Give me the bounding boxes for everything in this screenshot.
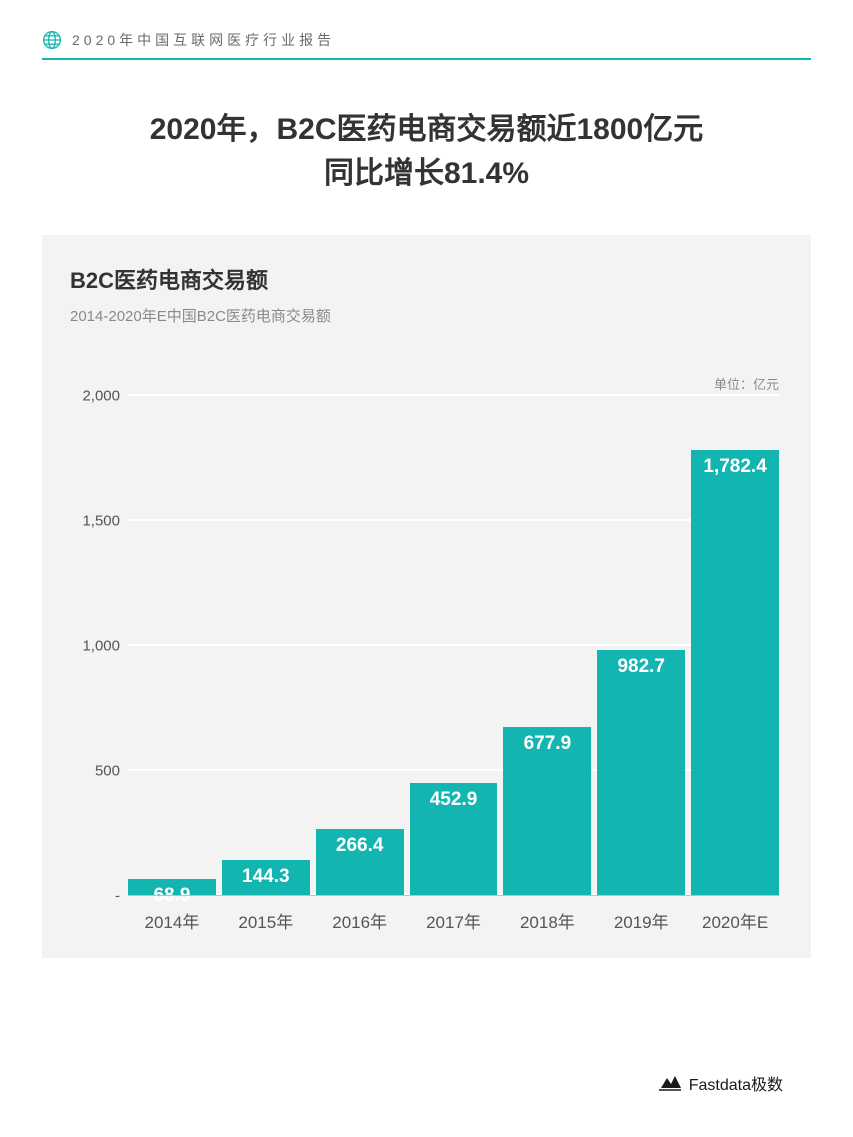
brand-text: Fastdata极数 <box>689 1071 783 1095</box>
bar: 982.7 <box>597 650 685 896</box>
bars-row: 68.9 144.3 266.4 452.9 677.9 982.7 1,782.4 <box>128 396 779 896</box>
title-line-1: 2020年，B2C医药电商交易额近1800亿元 <box>150 113 704 146</box>
bar-slot: 266.4 <box>316 396 404 896</box>
brand-logo-icon <box>657 1072 683 1094</box>
bar-slot: 982.7 <box>597 396 685 896</box>
bar: 266.4 <box>316 829 404 896</box>
x-tick-label: 2015年 <box>222 900 310 936</box>
bar-chart: 单位：亿元 68.9144.3266.4452.9677.9982.71,782… <box>70 396 783 936</box>
y-tick-label: 500 <box>70 763 120 780</box>
x-axis-line <box>128 895 779 896</box>
bar-slot: 1,782.4 <box>691 396 779 896</box>
bar: 144.3 <box>222 860 310 896</box>
y-tick-label: 2,000 <box>70 388 120 405</box>
y-tick-label: 1,000 <box>70 638 120 655</box>
bar-slot: 452.9 <box>410 396 498 896</box>
report-header: 2020年中国互联网医疗行业报告 <box>42 30 811 60</box>
y-tick-label: - <box>70 888 120 905</box>
report-label: 2020年中国互联网医疗行业报告 <box>72 30 335 50</box>
bar: 452.9 <box>410 783 498 896</box>
x-tick-label: 2014年 <box>128 900 216 936</box>
bar: 68.9 <box>128 879 216 896</box>
chart-title: B2C医药电商交易额 <box>70 263 783 295</box>
bar-value-label: 1,782.4 <box>691 456 779 478</box>
x-tick-label: 2020年E <box>691 900 779 936</box>
page-title: 2020年，B2C医药电商交易额近1800亿元 同比增长81.4% <box>42 108 811 195</box>
brand-footer: Fastdata极数 <box>657 1071 783 1095</box>
bar-value-label: 144.3 <box>222 866 310 888</box>
bar-value-label: 266.4 <box>316 835 404 857</box>
x-tick-label: 2016年 <box>316 900 404 936</box>
unit-label: 单位：亿元 <box>714 374 779 393</box>
bar-slot: 68.9 <box>128 396 216 896</box>
globe-icon <box>42 30 62 50</box>
bar-value-label: 677.9 <box>503 733 591 755</box>
chart-subtitle: 2014-2020年E中国B2C医药电商交易额 <box>70 305 783 326</box>
bar: 677.9 <box>503 727 591 896</box>
x-tick-label: 2018年 <box>503 900 591 936</box>
bar-value-label: 452.9 <box>410 789 498 811</box>
title-line-2: 同比增长81.4% <box>324 157 529 190</box>
y-tick-label: 1,500 <box>70 513 120 530</box>
bar: 1,782.4 <box>691 450 779 896</box>
chart-card: B2C医药电商交易额 2014-2020年E中国B2C医药电商交易额 单位：亿元… <box>42 235 811 958</box>
x-tick-label: 2017年 <box>410 900 498 936</box>
bar-slot: 677.9 <box>503 396 591 896</box>
x-axis: 2014年2015年2016年2017年2018年2019年2020年E <box>128 900 779 936</box>
x-tick-label: 2019年 <box>597 900 685 936</box>
bar-slot: 144.3 <box>222 396 310 896</box>
bar-value-label: 982.7 <box>597 656 685 678</box>
plot-area: 68.9 144.3 266.4 452.9 677.9 982.7 1,782.4 <box>128 396 779 896</box>
